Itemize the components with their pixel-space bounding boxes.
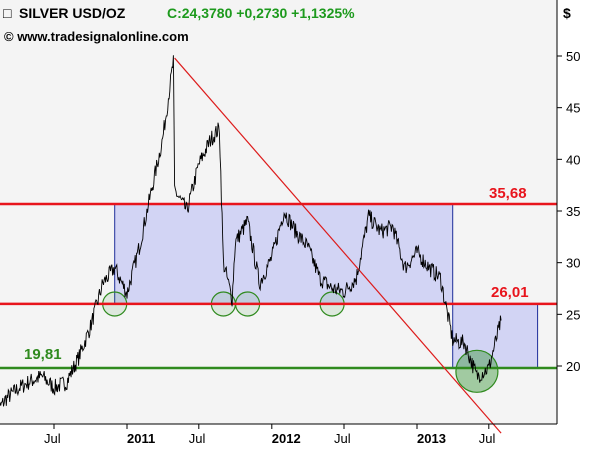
y-tick-label: 30 xyxy=(566,256,580,271)
x-tick-label: 2012 xyxy=(272,431,301,446)
level-label-2: 26,01 xyxy=(491,284,529,301)
range-boxes xyxy=(114,203,539,369)
square-icon: □ xyxy=(3,5,12,21)
y-tick-label: 50 xyxy=(566,49,580,64)
horizontal-levels: 35,68 26,01 19,81 xyxy=(0,185,557,370)
x-tick-label: 2013 xyxy=(417,431,446,446)
level-label-3: 19,81 xyxy=(24,346,62,363)
x-tick-label: Jul xyxy=(334,431,351,446)
price-line xyxy=(0,55,502,407)
y-tick-label: 35 xyxy=(566,204,580,219)
axes: 20 25 30 35 40 45 50 Jul 2011 Jul 2012 Jul 2013 Jul xyxy=(0,0,580,446)
level-label-1: 35,68 xyxy=(489,185,527,202)
x-tick-label: Jul xyxy=(189,431,206,446)
y-tick-label: 25 xyxy=(566,307,580,322)
source-credit: © www.tradesignalonline.com xyxy=(4,29,189,44)
trendline-layer xyxy=(174,57,502,434)
downtrend-line xyxy=(174,57,502,434)
x-tick-label: Jul xyxy=(44,431,61,446)
x-tick-label: 2011 xyxy=(127,431,155,446)
y-tick-label: 40 xyxy=(566,152,580,167)
quote-readout: C:24,3780 +0,2730 +1,1325% xyxy=(167,5,355,21)
x-tick-label: Jul xyxy=(479,431,496,446)
y-tick-label: 45 xyxy=(566,101,580,116)
price-series xyxy=(0,55,502,407)
y-tick-label: 20 xyxy=(566,359,580,374)
currency-label: $ xyxy=(563,5,571,21)
instrument-title: SILVER USD/OZ xyxy=(19,5,126,21)
